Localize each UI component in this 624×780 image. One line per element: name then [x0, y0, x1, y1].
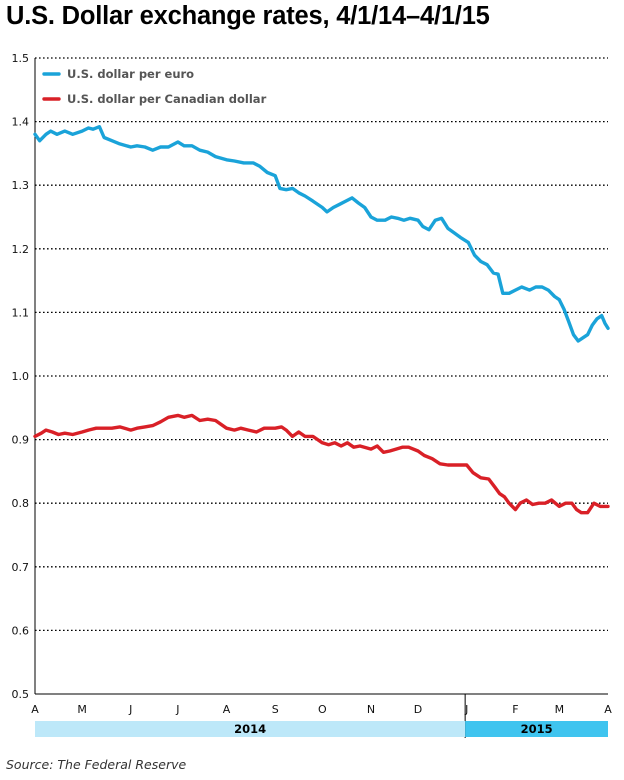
x-tick-label: J: [128, 703, 132, 716]
x-tick-label: A: [31, 703, 39, 716]
year-band-2015: [465, 721, 608, 737]
x-tick-label: O: [318, 703, 327, 716]
year-band-2014: [35, 721, 466, 737]
x-tick-label: S: [272, 703, 279, 716]
year-band: 2014 2015: [35, 721, 608, 737]
x-tick-label: A: [604, 703, 612, 716]
x-tick-label: M: [77, 703, 87, 716]
y-tick-label: 0.8: [12, 497, 30, 510]
source-note: Source: The Federal Reserve: [6, 757, 187, 772]
series-line-2: [33, 413, 610, 515]
y-tick-label: 0.9: [12, 434, 30, 447]
axes: [34, 58, 608, 738]
x-tick-label: N: [367, 703, 375, 716]
legend-label-1: U.S. dollar per euro: [67, 67, 194, 81]
series-line-1: [33, 125, 610, 343]
y-tick-label: 0.5: [12, 688, 30, 701]
y-tick-label: 1.2: [12, 243, 30, 256]
y-tick-label: 0.7: [12, 561, 30, 574]
x-tick-label: J: [464, 703, 468, 716]
legend: U.S. dollar per euro U.S. dollar per Cana…: [42, 67, 267, 106]
y-axis-ticks: 0.5 0.6 0.7 0.8 0.9 1.0 1.1 1.2 1.3 1.4 1.5: [12, 52, 30, 701]
x-tick-label: D: [414, 703, 422, 716]
x-tick-label: M: [555, 703, 565, 716]
y-tick-label: 1.5: [12, 52, 30, 65]
y-tick-label: 1.1: [12, 306, 30, 319]
year-label: 2014: [234, 722, 266, 736]
y-tick-label: 1.4: [12, 116, 30, 129]
x-tick-label: F: [512, 703, 518, 716]
legend-label-2: U.S. dollar per Canadian dollar: [67, 92, 267, 106]
x-tick-label: A: [223, 703, 231, 716]
x-tick-label: J: [175, 703, 179, 716]
y-tick-label: 0.6: [12, 624, 30, 637]
series-lines: [33, 125, 610, 515]
grid-lines: [35, 57, 608, 632]
y-tick-label: 1.0: [12, 370, 30, 383]
y-tick-label: 1.3: [12, 179, 30, 192]
year-label: 2015: [521, 722, 553, 736]
chart-title: U.S. Dollar exchange rates, 4/1/14–4/1/1…: [6, 2, 490, 30]
